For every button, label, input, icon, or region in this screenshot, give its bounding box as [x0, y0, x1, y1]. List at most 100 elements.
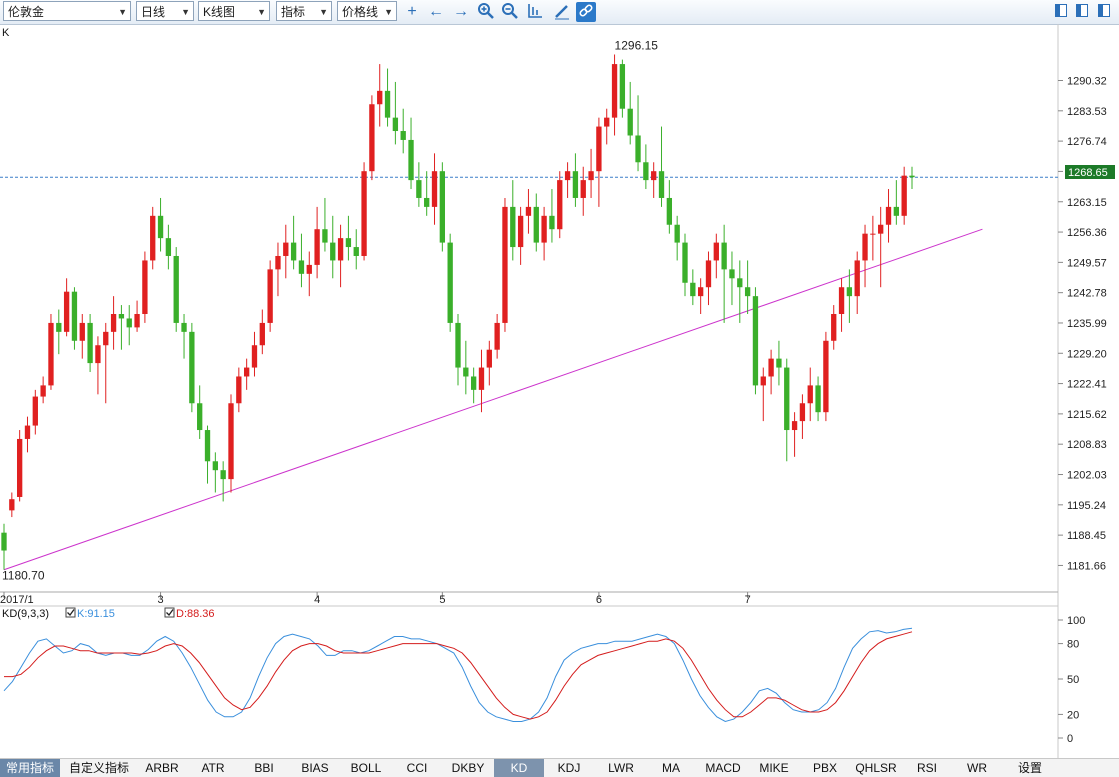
candle-body — [901, 175, 907, 216]
candle-body — [87, 322, 93, 364]
tab-12[interactable]: MA — [662, 761, 680, 775]
indicator-select[interactable]: 指标 ▼ — [276, 1, 332, 21]
candle-body — [784, 367, 790, 431]
tab-13[interactable]: MACD — [705, 761, 741, 775]
tab-1[interactable]: 自定义指标 — [68, 761, 129, 775]
tab-6[interactable]: BOLL — [350, 761, 382, 775]
arrow-right-icon[interactable]: → — [453, 3, 469, 20]
price-annotation: 1296.15 — [615, 38, 659, 52]
tab-10[interactable]: KDJ — [557, 761, 581, 775]
tab-2[interactable]: ARBR — [145, 761, 179, 775]
x-tick-label: 3 — [158, 594, 164, 606]
candle-body — [557, 180, 563, 230]
zoom-in-icon[interactable] — [476, 2, 496, 22]
candle-body — [431, 171, 438, 207]
y-tick-label: 1276.74 — [1067, 136, 1107, 148]
arrow-left-icon[interactable]: ← — [428, 3, 444, 20]
candle-body — [588, 171, 594, 181]
candle-body — [831, 314, 837, 341]
candle-body — [259, 322, 265, 346]
tab-5[interactable]: BIAS — [301, 761, 329, 775]
layout-full-icon[interactable] — [1098, 4, 1110, 17]
tab-8[interactable]: DKBY — [451, 761, 485, 775]
d-checkbox[interactable] — [164, 607, 175, 618]
chart-style-select[interactable]: K线图 ▼ — [198, 1, 270, 21]
candle-body — [369, 104, 375, 172]
pen-icon[interactable] — [552, 2, 572, 22]
k-checkbox[interactable] — [65, 607, 76, 618]
candle-body — [627, 108, 633, 136]
candle-body — [470, 376, 477, 390]
candle-body — [674, 224, 680, 243]
candle-body — [768, 358, 774, 377]
tab-0[interactable]: 常用指标 — [0, 759, 60, 777]
zoom-out-icon[interactable] — [500, 2, 520, 22]
candle-body — [361, 171, 367, 256]
candle-body — [424, 197, 430, 207]
tab-17[interactable]: RSI — [916, 761, 937, 775]
kd-title: KD(9,3,3) — [2, 608, 49, 620]
candle-body — [870, 233, 876, 235]
layout-left-icon[interactable] — [1055, 4, 1067, 17]
candle-body — [541, 215, 547, 243]
candle-body — [16, 438, 23, 497]
candle-body — [212, 461, 219, 471]
tab-14[interactable]: MIKE — [759, 761, 789, 775]
link-icon[interactable] — [576, 2, 596, 22]
candle-body — [416, 180, 422, 198]
candle-body — [322, 229, 328, 243]
tab-4[interactable]: BBI — [254, 761, 274, 775]
candle-body — [306, 264, 312, 274]
chart-area[interactable]: 1290.321283.531276.741269.951263.151256.… — [0, 24, 1119, 758]
candle-body — [447, 242, 453, 323]
d-value-label: D:88.36 — [176, 608, 215, 620]
tab-9[interactable]: KD — [494, 759, 544, 777]
candlestick-chart[interactable]: 1290.321283.531276.741269.951263.151256.… — [0, 24, 1119, 758]
candle-body — [549, 215, 555, 230]
candle-body — [392, 117, 399, 132]
candle-body — [611, 64, 618, 118]
y-tick-label: 1249.57 — [1067, 257, 1107, 269]
kd-y-tick-label: 20 — [1067, 709, 1079, 721]
tab-11[interactable]: LWR — [608, 761, 634, 775]
candle-body — [580, 180, 586, 198]
k-value-label: K:91.15 — [77, 608, 115, 620]
candle-body — [885, 206, 892, 225]
y-tick-label: 1283.53 — [1067, 106, 1107, 118]
chart-axis-icon[interactable] — [525, 2, 545, 22]
candle-body — [619, 64, 626, 109]
candle-body — [157, 215, 164, 239]
chevron-down-icon: ▼ — [181, 7, 190, 17]
candle-body — [854, 260, 860, 297]
chevron-down-icon: ▼ — [319, 7, 328, 17]
tab-18[interactable]: WR — [967, 761, 987, 775]
tab-19[interactable]: 设置 — [1017, 761, 1042, 775]
tab-7[interactable]: CCI — [406, 761, 428, 775]
candle-body — [478, 367, 485, 390]
tab-3[interactable]: ATR — [201, 761, 225, 775]
candle-body — [110, 314, 117, 332]
kd-y-tick-label: 50 — [1067, 674, 1079, 686]
candle-body — [439, 171, 446, 243]
candle-body — [658, 171, 665, 198]
y-tick-label: 1242.78 — [1067, 288, 1107, 300]
tab-16[interactable]: QHLSR — [855, 761, 897, 775]
candle-body — [377, 90, 383, 105]
layout-right-icon[interactable] — [1076, 4, 1088, 17]
crosshair-icon[interactable]: + — [407, 3, 417, 20]
toolbar: 伦敦金 ▼ 日线 ▼ K线图 ▼ 指标 ▼ 价格线 ▼ + ← → — [0, 0, 1119, 25]
candle-body — [189, 331, 195, 404]
candle-body — [298, 260, 305, 274]
y-tick-label: 1235.99 — [1067, 318, 1107, 330]
tab-15[interactable]: PBX — [812, 761, 837, 775]
price-line-select[interactable]: 价格线 ▼ — [337, 1, 397, 21]
y-tick-label: 1229.20 — [1067, 348, 1107, 360]
period-select[interactable]: 日线 ▼ — [136, 1, 194, 21]
candle-body — [729, 269, 735, 279]
instrument-select[interactable]: 伦敦金 ▼ — [3, 1, 131, 21]
candle-body — [893, 206, 900, 216]
chevron-down-icon: ▼ — [118, 7, 127, 17]
candle-body — [40, 385, 46, 397]
candle-body — [486, 349, 492, 368]
candle-body — [384, 90, 391, 118]
